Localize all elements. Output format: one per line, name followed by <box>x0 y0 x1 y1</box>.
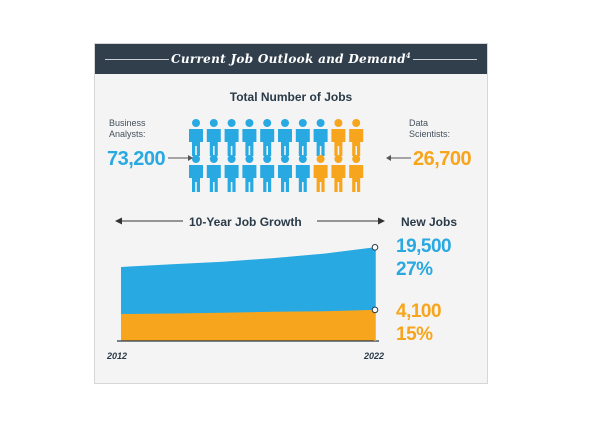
data-scientists-arrow <box>386 155 411 161</box>
business-analysts-growth-pct: 27% <box>396 259 433 280</box>
title-footnote: 4 <box>405 51 411 60</box>
business-analyst-person-icon <box>242 155 257 192</box>
infographic-title: Current Job Outlook and Demand4 <box>171 51 411 66</box>
start-year-label: 2012 <box>107 351 128 361</box>
data-scientists-label: Data Scientists: <box>409 118 450 140</box>
data-scientist-person-icon <box>349 155 364 192</box>
total-jobs-heading: Total Number of Jobs <box>229 90 353 104</box>
business-analysts-label: Business Analysts: <box>109 118 146 140</box>
data-scientist-person-icon <box>349 119 364 156</box>
business-analyst-person-icon <box>189 119 203 156</box>
business-analysts-label-line2: Analysts: <box>109 129 146 139</box>
growth-area-chart <box>115 217 385 342</box>
data-scientist-person-icon <box>313 155 328 192</box>
data-scientist-person-icon <box>331 155 346 192</box>
business-analyst-person-icon <box>295 155 310 192</box>
people-pictogram <box>168 119 411 192</box>
new-jobs-heading: New Jobs <box>401 215 458 229</box>
business-analysts-label-line1: Business <box>109 118 146 128</box>
business-analysts-arrow <box>168 155 193 161</box>
business-analyst-person-icon <box>224 119 239 156</box>
business-analyst-person-icon <box>278 119 292 156</box>
business-analyst-person-icon <box>260 119 275 156</box>
business-analyst-person-icon <box>224 155 239 192</box>
business-analyst-person-icon <box>313 119 328 156</box>
data-scientists-label-line1: Data <box>409 118 429 128</box>
data-scientists-total: 26,700 <box>413 148 472 170</box>
data-scientists-label-line2: Scientists: <box>409 129 451 139</box>
data-scientists-new-jobs: 4,100 <box>396 301 442 322</box>
data-scientists-area <box>121 309 375 341</box>
timeline-arrows <box>115 217 385 225</box>
title-rule-left <box>105 59 169 60</box>
business-analyst-person-icon <box>242 119 257 156</box>
business-analysts-end-marker <box>371 244 379 251</box>
business-analyst-person-icon <box>260 155 275 192</box>
end-year-label: 2022 <box>364 351 385 361</box>
business-analyst-person-icon <box>206 155 221 192</box>
business-analyst-person-icon <box>278 155 292 192</box>
infographic-card: Current Job Outlook and Demand4 Total Nu… <box>94 43 488 384</box>
business-analyst-person-icon <box>295 119 310 156</box>
data-scientists-end-marker <box>371 306 379 314</box>
business-analysts-new-jobs: 19,500 <box>396 236 452 257</box>
business-analyst-person-icon <box>206 119 221 156</box>
growth-heading: 10-Year Job Growth <box>189 215 302 229</box>
data-scientist-person-icon <box>331 119 346 156</box>
data-scientists-growth-pct: 15% <box>396 324 433 345</box>
business-analyst-person-icon <box>189 155 203 192</box>
business-analysts-total: 73,200 <box>107 148 166 170</box>
title-bar: Current Job Outlook and Demand4 <box>95 44 487 74</box>
title-rule-right <box>413 59 477 60</box>
